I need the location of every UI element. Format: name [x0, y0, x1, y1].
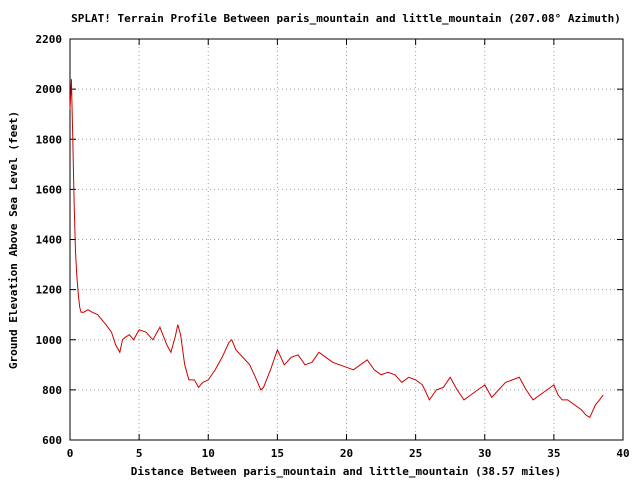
x-tick-label: 35: [547, 447, 560, 460]
x-tick-label: 30: [478, 447, 491, 460]
x-axis-label: Distance Between paris_mountain and litt…: [131, 465, 561, 478]
y-tick-label: 1000: [36, 334, 63, 347]
x-tick-labels: 0 5 10 15 20 25 30 35 40: [67, 447, 630, 460]
x-tick-label: 10: [202, 447, 215, 460]
x-tick-label: 20: [340, 447, 353, 460]
chart-title: SPLAT! Terrain Profile Between paris_mou…: [71, 12, 621, 25]
y-tick-label: 2000: [36, 83, 63, 96]
y-tick-label: 1400: [36, 234, 63, 247]
y-tick-label: 1800: [36, 133, 63, 146]
x-tick-label: 40: [616, 447, 629, 460]
axis-ticks: [69, 38, 624, 441]
y-axis-label: Ground Elevation Above Sea Level (feet): [7, 111, 20, 369]
terrain-profile-line: [69, 79, 604, 419]
y-tick-labels: 600 800 1000 1200 1400 1600 1800 2000 2200: [36, 33, 63, 447]
y-tick-label: 1200: [36, 284, 63, 297]
x-tick-label: 15: [271, 447, 284, 460]
y-tick-label: 2200: [36, 33, 63, 46]
grid-lines: [70, 39, 623, 440]
x-tick-label: 0: [67, 447, 74, 460]
x-tick-label: 25: [409, 447, 422, 460]
x-tick-label: 5: [136, 447, 143, 460]
y-tick-label: 600: [42, 434, 62, 447]
y-tick-label: 800: [42, 384, 62, 397]
y-tick-label: 1600: [36, 183, 63, 196]
